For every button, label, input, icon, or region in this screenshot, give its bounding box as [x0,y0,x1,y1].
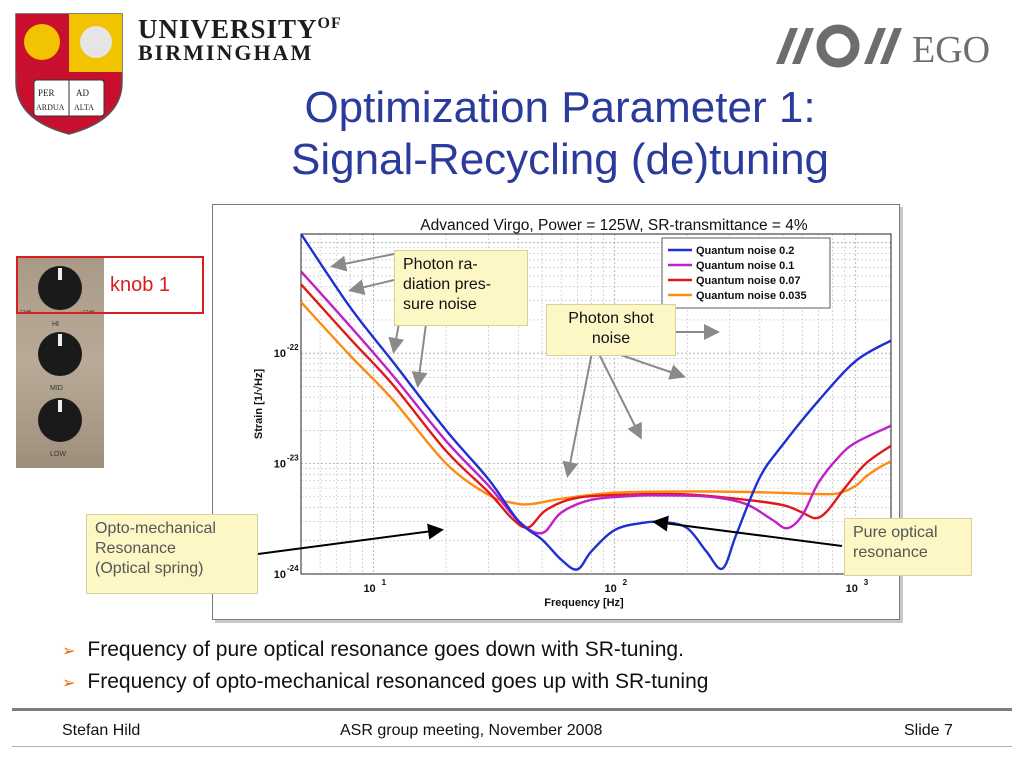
university-name-line2: BIRMINGHAM [138,40,314,65]
bullet-text: Frequency of pure optical resonance goes… [87,638,684,661]
ego-logo: EGO [776,24,990,71]
bullet-arrow-icon: ➢ [62,675,76,692]
callout-radiation-pressure: Photon ra-diation pres-sure noise [394,250,528,326]
series-line-1 [301,270,891,535]
x-tick-exponent: 3 [864,578,869,587]
x-tick-label: 10 [605,583,617,595]
knob-label: knob 1 [110,274,171,296]
bullet-item: ➢ Frequency of pure optical resonance goe… [62,638,684,662]
bullet-arrow-icon: ➢ [62,643,76,660]
plot-border [300,233,892,575]
callout-pure-optical: Pure optical resonance [844,518,972,576]
chart-title: Advanced Virgo, Power = 125W, SR-transmi… [420,217,808,234]
crest-motto-3: ARDUA [36,103,65,112]
noise-curve-chart: Advanced Virgo, Power = 125W, SR-transmi… [253,217,892,609]
legend-label: Quantum noise 0.035 [696,290,807,302]
crest-motto-2: AD [76,88,89,98]
annotation-arrow-opto [257,523,444,555]
slide-title-line1: Optimization Parameter 1: [304,83,816,132]
callout-opto-line3: (Optical spring) [95,560,204,577]
slide-title-line2: Signal-Recycling (de)tuning [290,135,830,184]
footer-slide-number: Slide 7 [904,722,953,739]
x-tick-label: 10 [363,583,375,595]
callout-pure-line2: resonance [853,544,928,561]
annotation-arrow [611,351,686,380]
legend-label: Quantum noise 0.2 [696,245,794,257]
x-tick-exponent: 2 [623,578,628,587]
chart-legend: Quantum noise 0.2 Quantum noise 0.1 Quantu… [661,237,831,309]
footer-divider-bottom [12,746,1012,747]
knob-mid-label: MID [50,385,63,392]
knob-illustration: HI MID LOW -12dB +12dB [18,266,95,458]
y-tick-exponent: -23 [287,454,299,463]
annotation-arrow-pure [652,515,843,547]
x-axis-label: Frequency [Hz] [544,597,624,609]
slide-title: Optimization Parameter 1: Signal-Recycli… [170,82,950,186]
callout-opto-mechanical: Opto-mechanical Resonance (Optical sprin… [86,514,258,594]
chart-series [301,234,891,571]
y-tick-exponent: -24 [287,564,299,573]
legend-label: Quantum noise 0.07 [696,275,801,287]
knob-hi-label: HI [52,321,59,328]
knob-highlight-box [16,256,204,314]
footer-event: ASR group meeting, November 2008 [340,722,603,739]
x-tick-exponent: 1 [382,578,387,587]
y-axis-label: Strain [1/√Hz] [253,369,265,440]
callout-opto-line1: Opto-mechanical [95,520,216,537]
series-line-3 [301,301,891,506]
annotation-arrow [411,323,428,388]
y-tick-label: 10 [274,569,286,581]
callout-pure-line1: Pure optical [853,524,938,541]
callout-shot-noise: Photon shot noise [546,304,676,356]
knob-photo: HI MID LOW -12dB +12dB [16,256,104,468]
university-word: UNIVERSITY [138,14,318,44]
crest-motto-4: ALTA [74,103,94,112]
y-tick-exponent: -22 [287,343,299,352]
x-tick-label: 10 [846,583,858,595]
annotation-arrow [597,351,642,440]
footer-divider [12,708,1012,711]
bullet-item: ➢ Frequency of opto-mechanical resonanced… [62,670,708,694]
y-tick-label: 10 [274,459,286,471]
knob-low-label: LOW [50,451,66,458]
series-line-2 [301,283,891,529]
footer-author: Stefan Hild [62,722,141,739]
bullet-text: Frequency of opto-mechanical resonanced … [87,670,709,693]
series-line-0 [301,234,891,571]
ego-text: EGO [912,29,990,71]
annotation-arrow [330,253,395,272]
y-tick-label: 10 [274,348,286,360]
university-name-line1: UNIVERSITYOF [138,14,342,45]
callout-opto-line2: Resonance [95,540,176,557]
annotation-arrow [348,279,395,296]
legend-label: Quantum noise 0.1 [696,260,794,272]
university-crest: PER AD ARDUA ALTA [15,13,123,135]
crest-motto-1: PER [38,88,55,98]
university-of: OF [317,15,342,32]
